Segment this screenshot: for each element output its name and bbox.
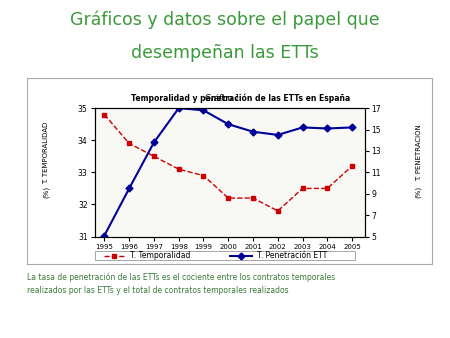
Text: realizados por las ETTs y el total de contratos temporales realizados: realizados por las ETTs y el total de co…: [27, 286, 288, 295]
Text: (%): (%): [43, 186, 49, 198]
Text: T. PENETRACIÓN: T. PENETRACIÓN: [415, 125, 422, 182]
Text: T. Penetración ETT: T. Penetración ETT: [257, 251, 328, 260]
Text: La tasa de penetración de las ETTs es el cociente entre los contratos temporales: La tasa de penetración de las ETTs es el…: [27, 272, 335, 282]
Text: Gráficos y datos sobre el papel que: Gráficos y datos sobre el papel que: [70, 10, 380, 29]
Text: T. TEMPORALIDAD: T. TEMPORALIDAD: [43, 122, 49, 184]
Text: T. Temporalidad: T. Temporalidad: [130, 251, 191, 260]
Text: Gráfico 1.: Gráfico 1.: [205, 94, 245, 103]
Text: Temporalidad y penetración de las ETTs en España: Temporalidad y penetración de las ETTs e…: [131, 94, 351, 103]
Text: desempeñan las ETTs: desempeñan las ETTs: [131, 44, 319, 62]
Text: (%): (%): [415, 186, 422, 198]
